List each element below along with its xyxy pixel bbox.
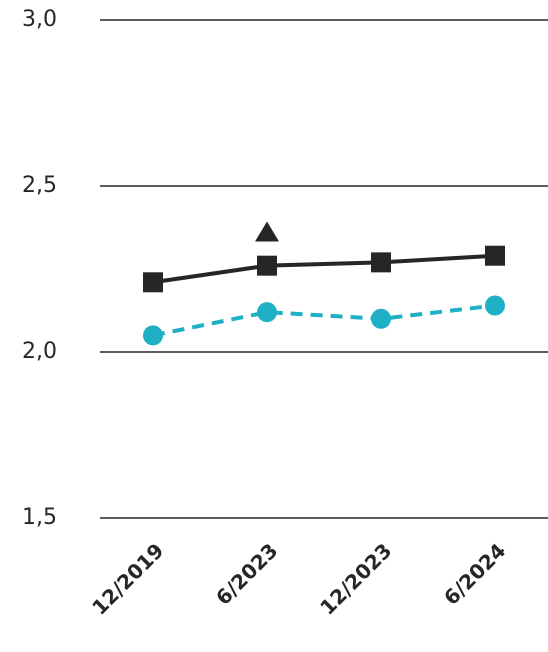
x-tick-label: 12/2019: [87, 538, 168, 619]
series-line: [152, 303, 496, 338]
marker: [255, 221, 279, 242]
marker: [371, 308, 391, 329]
marker: [257, 255, 277, 276]
marker: [485, 245, 505, 266]
series-line: [152, 253, 496, 285]
x-tick-label: 6/2023: [211, 538, 282, 609]
x-tick-label: 6/2024: [439, 538, 510, 609]
y-tick-label: 1,5: [22, 505, 57, 530]
marker: [257, 302, 277, 323]
y-tick-label: 3,0: [22, 7, 57, 32]
marker: [371, 252, 391, 273]
marker: [143, 325, 163, 346]
y-tick-label: 2,5: [22, 173, 57, 198]
y-tick-label: 2,0: [22, 339, 57, 364]
marker: [143, 272, 163, 293]
marker: [485, 295, 505, 316]
x-tick-label: 12/2023: [315, 538, 396, 619]
